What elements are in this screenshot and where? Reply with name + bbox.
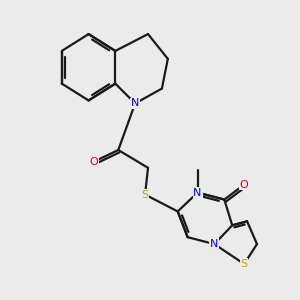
- Text: S: S: [142, 190, 148, 200]
- Text: N: N: [194, 188, 202, 198]
- Text: O: O: [89, 157, 98, 167]
- Text: N: N: [131, 98, 139, 108]
- Text: N: N: [210, 239, 219, 249]
- Text: O: O: [240, 180, 248, 190]
- Text: S: S: [241, 259, 248, 269]
